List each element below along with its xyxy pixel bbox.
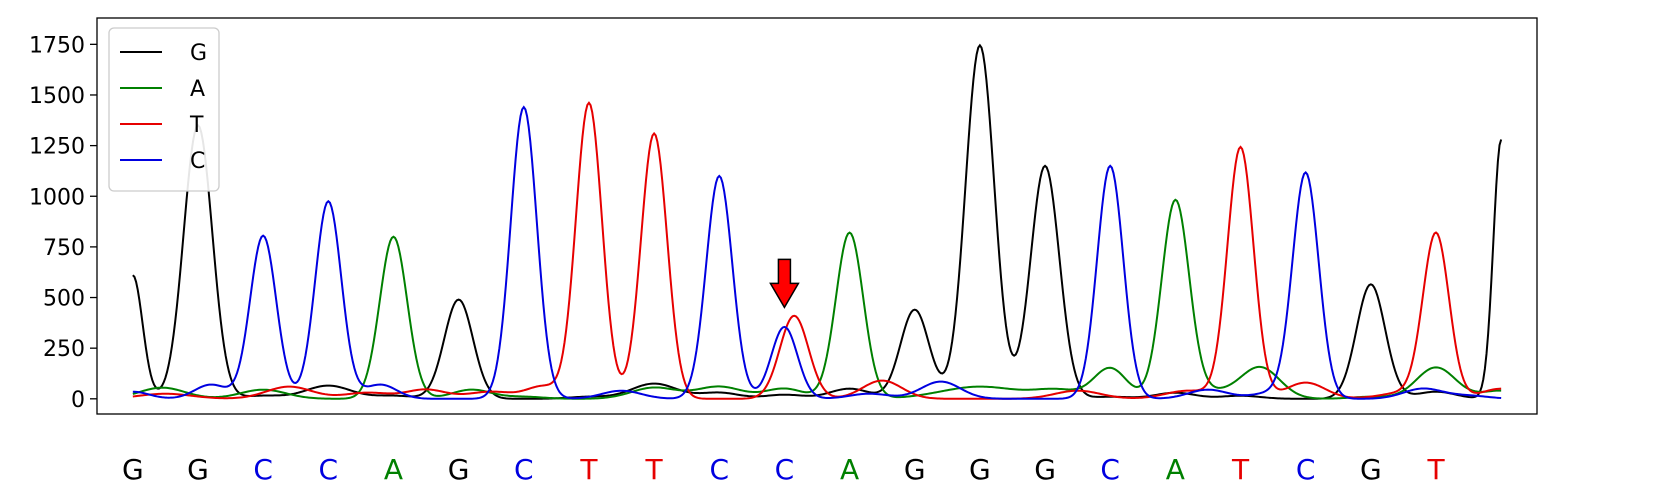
y-tick-label: 1250 <box>29 135 85 160</box>
base-label: G <box>448 453 470 486</box>
trace-C <box>132 105 1502 400</box>
base-label: G <box>1034 453 1056 486</box>
y-tick-label: 1500 <box>29 84 85 109</box>
legend-label: G <box>190 41 207 66</box>
legend-label: A <box>190 77 205 102</box>
y-tick-label: 1750 <box>29 33 85 58</box>
base-label: G <box>1360 453 1382 486</box>
y-tick-label: 1000 <box>29 185 85 210</box>
y-axis: 0 250 500 750 1000 1250 1500 1750 <box>29 33 97 413</box>
base-label: G <box>187 453 209 486</box>
base-label: G <box>122 453 144 486</box>
plot-frame <box>96 17 1538 415</box>
base-label: A <box>384 453 403 486</box>
base-label: C <box>514 453 534 486</box>
y-tick-label: 750 <box>43 236 85 261</box>
base-label: A <box>1166 453 1185 486</box>
trace-lines <box>132 43 1503 400</box>
base-label: G <box>904 453 926 486</box>
red-down-arrow-icon <box>769 258 800 309</box>
base-label: T <box>1426 453 1445 486</box>
base-label: C <box>1100 453 1120 486</box>
legend-label: C <box>190 149 205 174</box>
y-tick-label: 500 <box>43 287 85 312</box>
base-label: C <box>319 453 339 486</box>
arrow-annotation <box>769 258 800 309</box>
base-label: C <box>709 453 729 486</box>
base-label: A <box>840 453 859 486</box>
base-label: C <box>775 453 795 486</box>
legend-label: T <box>189 113 204 138</box>
base-label: T <box>579 453 598 486</box>
legend-box <box>108 27 220 192</box>
base-label: T <box>1231 453 1250 486</box>
base-label: T <box>645 453 664 486</box>
y-tick-label: 0 <box>71 388 85 413</box>
base-label: C <box>253 453 273 486</box>
base-label: C <box>1296 453 1316 486</box>
base-label: G <box>969 453 991 486</box>
y-tick-label: 250 <box>43 337 85 362</box>
trace-A <box>132 198 1502 400</box>
